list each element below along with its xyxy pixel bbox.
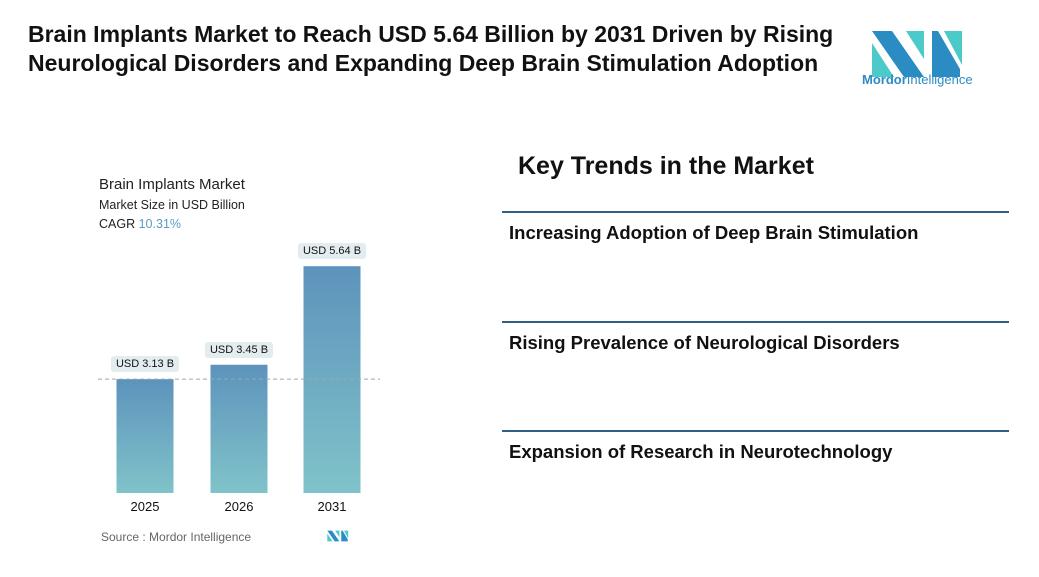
mini-logo-icon [327,530,349,542]
cagr: CAGR 10.31% [99,217,182,231]
x-tick-label: 2025 [130,499,160,514]
plot-area [98,266,380,493]
chart-subtitle: Market Size in USD Billion [99,198,245,212]
x-tick-label: 2026 [224,499,254,514]
bar-chart: Brain Implants Market Market Size in USD… [98,176,380,544]
trend-item: Rising Prevalence of Neurological Disord… [502,321,1009,354]
trend-item: Increasing Adoption of Deep Brain Stimul… [502,211,1009,244]
bar-2026 [210,364,268,493]
page-title: Brain Implants Market to Reach USD 5.64 … [28,21,834,76]
data-label: USD 5.64 B [297,243,367,260]
trend-item: Expansion of Research in Neurotechnology [502,430,1009,463]
trends-title: Key Trends in the Market [518,152,814,180]
x-tick-label: 2031 [317,499,347,514]
data-label: USD 3.45 B [204,341,274,358]
mordor-intelligence-logo [872,31,962,77]
chart-title: Brain Implants Market [99,176,245,193]
bar-2025 [116,379,174,493]
chart-source: Source : Mordor Intelligence [101,530,252,544]
data-label: USD 3.13 B [110,356,180,373]
logo-text: MordorIntelligence [862,72,973,87]
